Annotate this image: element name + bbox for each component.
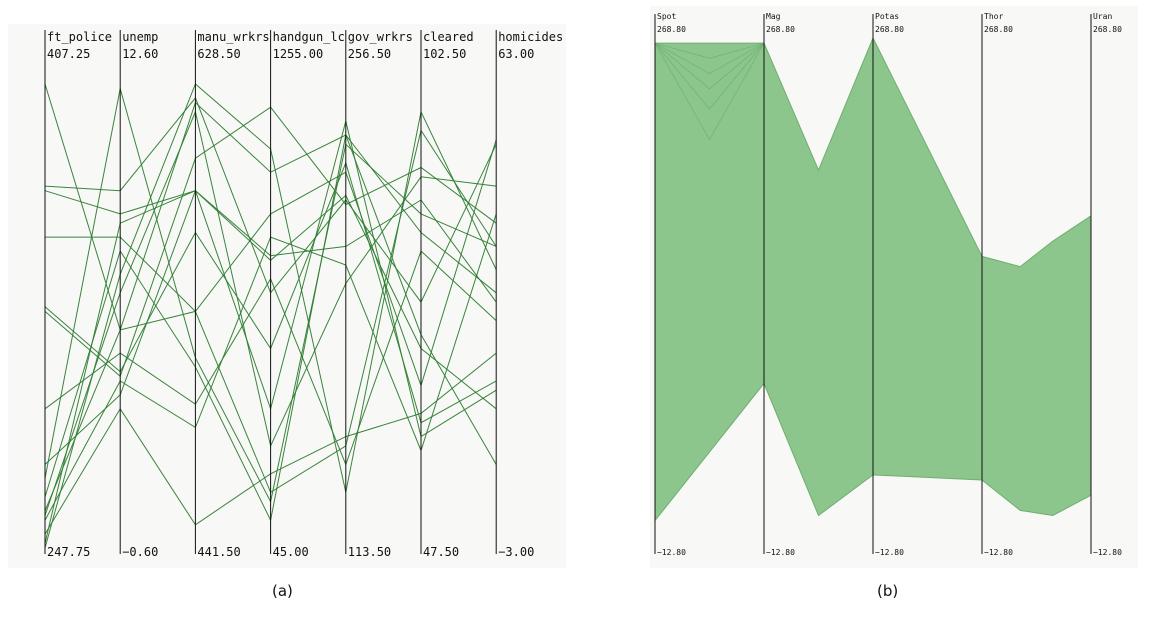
- axis-max-unemp: 12.60: [122, 47, 158, 61]
- axis-name-Mag: Mag: [766, 12, 781, 21]
- caption-b: (b): [877, 582, 899, 600]
- chart-a-panel: ft_police 407.25 247.75 unemp 12.60 −0.60 manu…: [8, 24, 566, 568]
- axis-name-Spot: Spot: [657, 12, 676, 21]
- axis-min-cleared: 47.50: [423, 545, 459, 559]
- axis-max-Potas: 268.80: [875, 25, 904, 34]
- axis-min-Uran: −12.80: [1093, 548, 1122, 557]
- fan-strand-0: [654, 42, 765, 141]
- axis-min-Spot: −12.80: [657, 548, 686, 557]
- axis-min-unemp: −0.60: [122, 545, 158, 559]
- axis-max-handgun_lc: 1255.00: [273, 47, 324, 61]
- axis-name-unemp: unemp: [122, 30, 158, 44]
- axis-name-Uran: Uran: [1093, 12, 1112, 21]
- axis-max-Thor: 268.80: [984, 25, 1013, 34]
- axis-min-ft_police: 247.75: [47, 545, 90, 559]
- axis-name-manu_wrkrs: manu_wrkrs: [197, 30, 269, 44]
- axis-max-gov_wrkrs: 256.50: [348, 47, 391, 61]
- axis-name-ft_police: ft_police: [47, 30, 112, 44]
- axis-max-Spot: 268.80: [657, 25, 686, 34]
- axis-max-manu_wrkrs: 628.50: [197, 47, 240, 61]
- axis-name-cleared: cleared: [423, 30, 474, 44]
- axis-max-ft_police: 407.25: [47, 47, 90, 61]
- chart-b-panel: Spot 268.80 −12.80 Mag 268.80 −12.80 Potas 268.…: [650, 6, 1138, 568]
- chart-a: ft_police 407.25 247.75 unemp 12.60 −0.60 manu…: [44, 30, 563, 559]
- axis-min-manu_wrkrs: 441.50: [197, 545, 240, 559]
- fan-strand-2: [654, 42, 765, 90]
- chart-b: Spot 268.80 −12.80 Mag 268.80 −12.80 Potas 268.…: [654, 12, 1122, 557]
- axis-name-Thor: Thor: [984, 12, 1003, 21]
- axis-name-handgun_lc: handgun_lc: [273, 30, 345, 44]
- axis-min-gov_wrkrs: 113.50: [348, 545, 391, 559]
- caption-a: (a): [272, 582, 293, 600]
- fan-strand-4: [654, 42, 765, 59]
- axis-min-homicides: −3.00: [498, 545, 534, 559]
- axis-max-cleared: 102.50: [423, 47, 466, 61]
- axis-min-Mag: −12.80: [766, 548, 795, 557]
- axis-max-Mag: 268.80: [766, 25, 795, 34]
- axis-name-Potas: Potas: [875, 12, 899, 21]
- fan-strand-3: [654, 42, 765, 75]
- fan-strand-1: [654, 42, 765, 110]
- axis-min-Potas: −12.80: [875, 548, 904, 557]
- axis-max-homicides: 63.00: [498, 47, 534, 61]
- axis-min-handgun_lc: 45.00: [273, 545, 309, 559]
- axis-name-gov_wrkrs: gov_wrkrs: [348, 30, 413, 44]
- axis-name-homicides: homicides: [498, 30, 563, 44]
- axis-max-Uran: 268.80: [1093, 25, 1122, 34]
- axis-min-Thor: −12.80: [984, 548, 1013, 557]
